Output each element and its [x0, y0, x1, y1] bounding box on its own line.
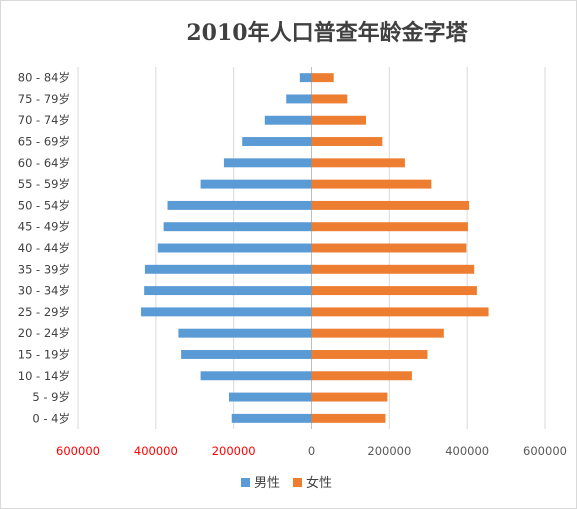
bar-male	[200, 179, 312, 189]
category-label: 20 - 24岁	[18, 326, 70, 340]
legend-swatch-male	[241, 478, 250, 487]
category-label: 65 - 69岁	[18, 135, 70, 149]
bar-male	[167, 200, 312, 210]
bar-male	[286, 94, 312, 104]
x-tick-label: 0	[308, 444, 315, 458]
category-label: 60 - 64岁	[18, 156, 70, 170]
bars	[141, 73, 489, 423]
category-label: 70 - 74岁	[18, 113, 70, 127]
bar-female	[311, 264, 475, 274]
bar-female	[311, 179, 432, 189]
x-axis-tick-labels: 600000 400000 200000 0 200000 400000 600000	[56, 444, 567, 458]
bar-female	[311, 73, 334, 83]
legend-label-female[interactable]: 女性	[306, 475, 332, 491]
bar-female	[311, 392, 388, 402]
category-label: 15 - 19岁	[18, 347, 70, 361]
category-label: 5 - 9岁	[32, 390, 70, 404]
bar-male	[231, 413, 312, 423]
bar-female	[311, 222, 468, 232]
bar-female	[311, 307, 489, 317]
bar-female	[311, 243, 467, 253]
bar-female	[311, 94, 348, 104]
bar-female	[311, 371, 412, 381]
category-label: 80 - 84岁	[18, 71, 70, 85]
x-tick-label: 400000	[445, 444, 489, 458]
x-tick-label: 600000	[56, 444, 100, 458]
bar-male	[144, 264, 312, 274]
bar-female	[311, 158, 405, 168]
bar-male	[163, 222, 312, 232]
bar-male	[144, 286, 312, 296]
category-label: 25 - 29岁	[18, 305, 70, 319]
x-tick-label: 600000	[523, 444, 567, 458]
x-tick-label: 200000	[212, 444, 256, 458]
bar-male	[299, 73, 312, 83]
category-labels: 0 - 4岁 5 - 9岁 10 - 14岁 15 - 19岁 20 - 24岁 25 -…	[18, 71, 70, 426]
category-label: 10 - 14岁	[18, 369, 70, 383]
category-label: 40 - 44岁	[18, 241, 70, 255]
category-label: 0 - 4岁	[32, 411, 70, 425]
bar-male	[264, 115, 312, 125]
legend[interactable]: 男性 女性	[241, 475, 332, 491]
bar-female	[311, 200, 470, 210]
bar-male	[157, 243, 312, 253]
bar-male	[228, 392, 312, 402]
bar-female	[311, 137, 383, 147]
bar-female	[311, 349, 428, 359]
category-label: 55 - 59岁	[18, 177, 70, 191]
bar-male	[223, 158, 312, 168]
legend-label-male[interactable]: 男性	[254, 476, 280, 491]
bar-female	[311, 286, 477, 296]
bar-female	[311, 413, 386, 423]
legend-swatch-female	[293, 478, 302, 487]
bar-male	[242, 137, 312, 147]
category-label: 45 - 49岁	[18, 220, 70, 234]
x-tick-label: 200000	[367, 444, 411, 458]
bar-male	[181, 349, 312, 359]
bar-male	[200, 371, 312, 381]
category-label: 35 - 39岁	[18, 262, 70, 276]
bar-male	[178, 328, 312, 338]
category-label: 50 - 54岁	[18, 198, 70, 212]
bar-female	[311, 115, 366, 125]
chart-title: 2010年人口普查年龄金字塔	[186, 20, 468, 46]
x-tick-label: 400000	[134, 444, 178, 458]
category-label: 30 - 34岁	[18, 284, 70, 298]
bar-male	[141, 307, 312, 317]
category-label: 75 - 79岁	[18, 92, 70, 106]
bar-female	[311, 328, 444, 338]
